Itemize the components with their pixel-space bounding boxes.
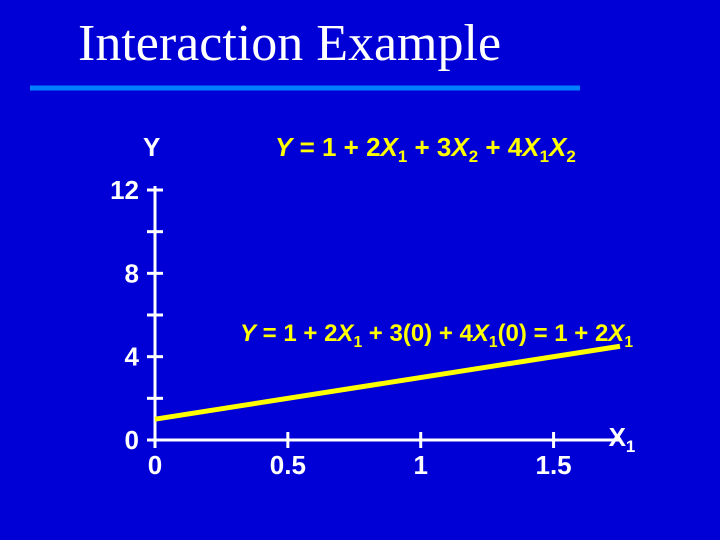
svg-text:0.5: 0.5	[270, 450, 306, 480]
svg-text:12: 12	[110, 180, 139, 205]
y-axis-title: Y	[143, 132, 160, 163]
svg-text:0: 0	[148, 450, 162, 480]
regression-equation: Y = 1 + 2X1 + 3X2 + 4X1X2	[275, 132, 576, 167]
svg-text:4: 4	[125, 342, 140, 372]
x-axis-title: X1	[609, 422, 636, 457]
svg-text:8: 8	[125, 258, 139, 288]
svg-text:0: 0	[125, 425, 139, 455]
svg-text:1: 1	[413, 450, 427, 480]
svg-text:1.5: 1.5	[535, 450, 571, 480]
line-chart: 0 4 8 12 0 0.5 1 1.5	[110, 180, 630, 480]
